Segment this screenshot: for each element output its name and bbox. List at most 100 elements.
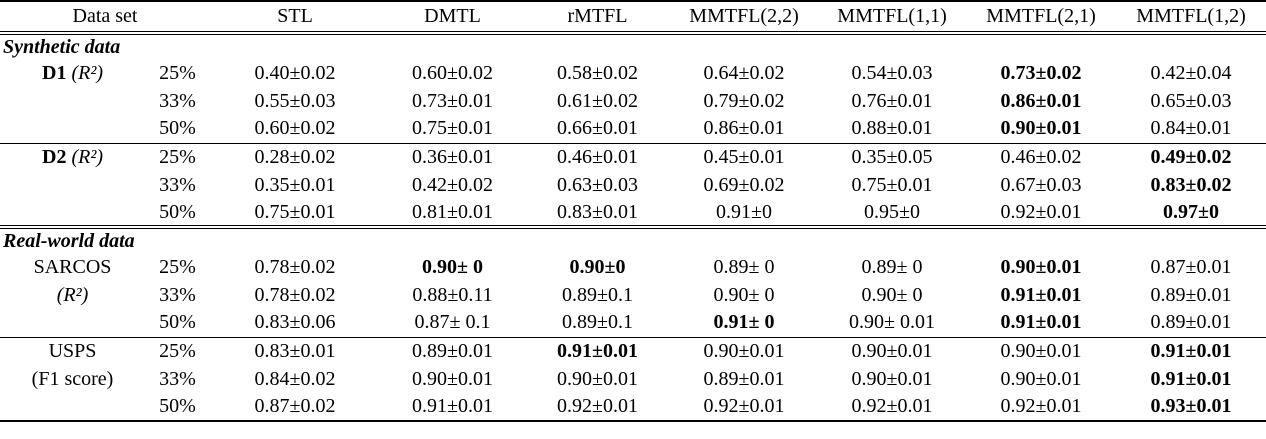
value-cell: 0.92±0.01 <box>670 393 819 422</box>
value-cell: 0.79±0.02 <box>703 89 785 112</box>
value-cell: 0.46±0.01 <box>525 142 671 171</box>
value-cell: 0.35±0.01 <box>254 173 336 196</box>
value-cell: 0.89±0.01 <box>703 367 785 390</box>
value-cell: 0.83±0.01 <box>557 200 638 223</box>
value-cell: 0.63±0.03 <box>557 173 638 196</box>
value-cell: 0.36±0.01 <box>380 142 526 171</box>
header-row: Data set STL DMTL rMTFL MMTFL(2,2) MMTFL(1,1)… <box>0 0 1266 35</box>
header-cell-rmtfl: rMTFL <box>525 0 671 35</box>
value-cell: 0.67±0.03 <box>1000 173 1082 196</box>
value-cell: 0.89±0.1 <box>562 311 633 334</box>
value-cell: 0.89±0.01 <box>1150 311 1232 334</box>
value-cell: 0.91±0.01 <box>1000 311 1082 334</box>
value-cell: 0.90±0 <box>569 255 626 278</box>
value-cell: 0.89±0.01 <box>1150 283 1232 306</box>
header-cell-mmtfl-1-1-: MMTFL(1,1) <box>818 0 967 35</box>
value-cell: 0.92±0.01 <box>525 393 671 422</box>
value-cell: 0.92±0.01 <box>966 393 1117 422</box>
value-cell: 0.55±0.03 <box>254 89 336 112</box>
value-cell: 0.90±0.01 <box>1000 367 1082 390</box>
dataset-label: (F1 score) <box>0 365 145 393</box>
value-cell: 0.90±0.01 <box>670 336 819 365</box>
value-cell: 0.90±0.01 <box>557 367 638 390</box>
header-cell-mmtfl-2-1-: MMTFL(2,1) <box>966 0 1117 35</box>
value-cell: 0.92±0.01 <box>818 393 967 422</box>
table-row: D1 (R²) 25% 0.40±0.02 0.60±0.02 0.58±0.02 0.6… <box>0 59 1266 87</box>
split-percent: 33% <box>159 283 196 306</box>
value-cell: 0.45±0.01 <box>670 142 819 171</box>
value-cell: 0.91±0.01 <box>1116 336 1266 365</box>
value-cell: 0.86±0.01 <box>1000 89 1082 112</box>
value-cell: 0.66±0.01 <box>557 117 638 140</box>
dataset-label: D2 (R²) <box>0 142 145 171</box>
dataset-label: D1 (R²) <box>0 59 145 87</box>
value-cell: 0.90± 0.01 <box>849 311 935 334</box>
dataset-name: D2 <box>42 145 67 168</box>
value-cell: 0.87± 0.1 <box>414 311 491 334</box>
value-cell: 0.87±0.02 <box>210 393 381 422</box>
table-row: (R²) 33% 0.78±0.02 0.88±0.11 0.89±0.1 0.90± 0… <box>0 281 1266 309</box>
section-row: Real-world data <box>0 225 1266 253</box>
value-cell: 0.90±0.01 <box>966 336 1117 365</box>
table-row: 50% 0.60±0.02 0.75±0.01 0.66±0.01 0.86±0.01 0… <box>0 115 1266 143</box>
value-cell: 0.49±0.02 <box>1116 142 1266 171</box>
value-cell: 0.90±0.01 <box>1000 117 1082 140</box>
dataset-label <box>0 171 145 199</box>
value-cell: 0.89±0.1 <box>562 283 633 306</box>
table-row: (F1 score) 33% 0.84±0.02 0.90±0.01 0.90±0.01… <box>0 365 1266 393</box>
split-percent: 50% <box>145 393 211 422</box>
value-cell: 0.81±0.01 <box>412 200 493 223</box>
dataset-label <box>0 199 145 227</box>
value-cell: 0.28±0.02 <box>210 142 381 171</box>
header-cell-stl: STL <box>210 0 381 35</box>
value-cell: 0.58±0.02 <box>557 61 638 84</box>
split-percent: 25% <box>145 142 211 171</box>
header-cell-data-set: Data set <box>0 0 211 35</box>
value-cell: 0.84±0.02 <box>254 367 336 390</box>
value-cell: 0.40±0.02 <box>254 61 336 84</box>
value-cell: 0.69±0.02 <box>703 173 785 196</box>
value-cell: 0.90±0.01 <box>412 367 493 390</box>
table-row: D2 (R²) 25% 0.28±0.02 0.36±0.01 0.46±0.01 0.4… <box>0 142 1266 171</box>
value-cell: 0.75±0.01 <box>254 200 336 223</box>
value-cell: 0.64±0.02 <box>703 61 785 84</box>
table-row: 33% 0.55±0.03 0.73±0.01 0.61±0.02 0.79±0.02 0… <box>0 87 1266 115</box>
table-row: SARCOS 25% 0.78±0.02 0.90± 0 0.90±0 0.89± 0 0.… <box>0 253 1266 281</box>
value-cell: 0.76±0.01 <box>851 89 933 112</box>
value-cell: 0.75±0.01 <box>412 117 493 140</box>
value-cell: 0.92±0.01 <box>1000 200 1082 223</box>
value-cell: 0.60±0.02 <box>254 117 336 140</box>
value-cell: 0.73±0.01 <box>412 89 493 112</box>
value-cell: 0.83±0.01 <box>210 336 381 365</box>
results-table: Data set STL DMTL rMTFL MMTFL(2,2) MMTFL(1,1)… <box>0 0 1266 422</box>
dataset-metric: (R²) <box>56 283 89 306</box>
value-cell: 0.95±0 <box>864 200 920 223</box>
dataset-label: SARCOS <box>0 253 145 281</box>
table-header: Data set STL DMTL rMTFL MMTFL(2,2) MMTFL(1,1)… <box>0 0 1266 35</box>
value-cell: 0.88±0.11 <box>412 283 493 306</box>
dataset-label <box>0 87 145 115</box>
value-cell: 0.90± 0 <box>861 283 923 306</box>
dataset-label: USPS <box>0 336 145 365</box>
value-cell: 0.78±0.02 <box>254 283 336 306</box>
value-cell: 0.91±0.01 <box>380 393 526 422</box>
dataset-metric: (R²) <box>71 61 103 84</box>
dataset-name: USPS <box>48 339 97 362</box>
split-percent: 50% <box>159 117 196 140</box>
header-cell-mmtfl-1-2-: MMTFL(1,2) <box>1116 0 1266 35</box>
value-cell: 0.90±0.01 <box>1000 255 1082 278</box>
value-cell: 0.83±0.02 <box>1150 173 1232 196</box>
table-row: 50% 0.87±0.02 0.91±0.01 0.92±0.01 0.92±0.01 0… <box>0 393 1266 422</box>
value-cell: 0.88±0.01 <box>851 117 933 140</box>
split-percent: 33% <box>159 173 196 196</box>
value-cell: 0.78±0.02 <box>254 255 336 278</box>
value-cell: 0.35±0.05 <box>818 142 967 171</box>
value-cell: 0.91±0.01 <box>525 336 671 365</box>
value-cell: 0.89±0.01 <box>380 336 526 365</box>
header-cell-mmtfl-2-2-: MMTFL(2,2) <box>670 0 819 35</box>
value-cell: 0.97±0 <box>1163 200 1219 223</box>
split-percent: 25% <box>145 336 211 365</box>
value-cell: 0.73±0.02 <box>1000 61 1082 84</box>
value-cell: 0.90± 0 <box>422 255 483 278</box>
value-cell: 0.91±0.01 <box>1150 367 1232 390</box>
